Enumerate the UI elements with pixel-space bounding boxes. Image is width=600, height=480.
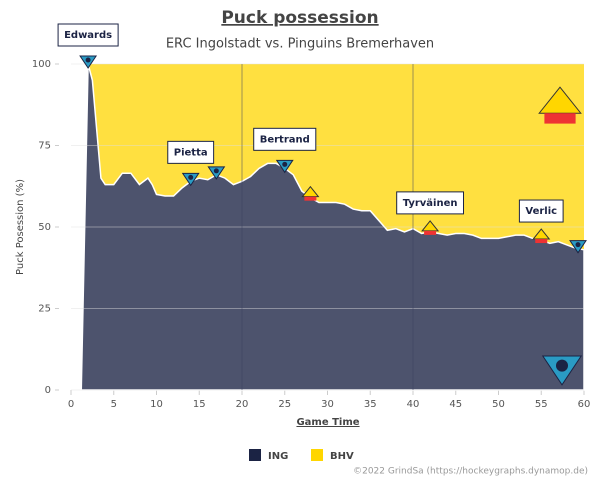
ing-logo-eye [575, 242, 581, 248]
area-ing [80, 63, 585, 391]
goal-label: Tyrväinen [403, 198, 458, 209]
x-tick-label: 10 [150, 399, 163, 410]
y-tick-label: 0 [45, 385, 51, 396]
x-tick-label: 55 [535, 399, 548, 410]
goal [181, 172, 200, 187]
x-tick-label: 0 [68, 399, 74, 410]
legend-label: BHV [330, 451, 354, 462]
ing-logo-eye [213, 168, 219, 174]
goal-label: Edwards [64, 30, 112, 41]
goal-label: Verlic [525, 206, 557, 217]
goal-label-box [518, 199, 564, 223]
goal [301, 185, 320, 201]
y-tick-label: 75 [38, 141, 51, 152]
ing-logo-eye [556, 359, 568, 372]
chart-subtitle: ERC Ingolstadt vs. Pinguins Bremerhaven [166, 37, 434, 52]
goal [79, 55, 98, 69]
legend-swatch [249, 449, 261, 461]
goal-label: Bertrand [260, 134, 310, 145]
ing-logo-eye [85, 57, 91, 63]
x-tick-label: 20 [236, 399, 249, 410]
goal-label-box [167, 140, 215, 164]
credit: ©2022 GrindSa (https://hockeygraphs.dyna… [353, 467, 588, 477]
x-tick-label: 60 [578, 399, 591, 410]
x-tick-label: 50 [492, 399, 505, 410]
legend-swatch [311, 449, 323, 461]
bhv-logo-band [544, 113, 576, 124]
team-logos [538, 86, 583, 386]
goal-label: Pietta [174, 147, 208, 158]
chart-title: Puck possession [221, 8, 378, 28]
legend-label: ING [268, 451, 288, 462]
x-tick-label: 15 [193, 399, 206, 410]
goal-label-box [253, 127, 317, 151]
x-tick-label: 5 [111, 399, 117, 410]
goal [421, 220, 440, 235]
x-tick-label: 40 [407, 399, 420, 410]
goal [532, 228, 551, 244]
bhv-logo-band [535, 239, 548, 244]
ing-logo-eye [188, 174, 194, 180]
x-tick-label: 30 [321, 399, 334, 410]
x-tick-label: 45 [449, 399, 462, 410]
y-tick-label: 100 [32, 59, 51, 70]
ing-logo-eye [282, 161, 288, 167]
goal-label-box [396, 191, 465, 215]
x-tick-label: 35 [364, 399, 377, 410]
x-tick-label: 25 [278, 399, 291, 410]
goal [569, 240, 587, 254]
x-axis-label: Game Time [296, 417, 359, 428]
goal [275, 159, 294, 174]
y-tick-label: 50 [38, 222, 51, 233]
goal-label-box [57, 23, 119, 47]
bhv-logo-band [304, 196, 317, 201]
bhv-logo-band [424, 230, 437, 235]
y-tick-label: 25 [38, 304, 51, 315]
goal [207, 166, 226, 180]
y-axis-label: Puck Posession (%) [15, 179, 26, 275]
